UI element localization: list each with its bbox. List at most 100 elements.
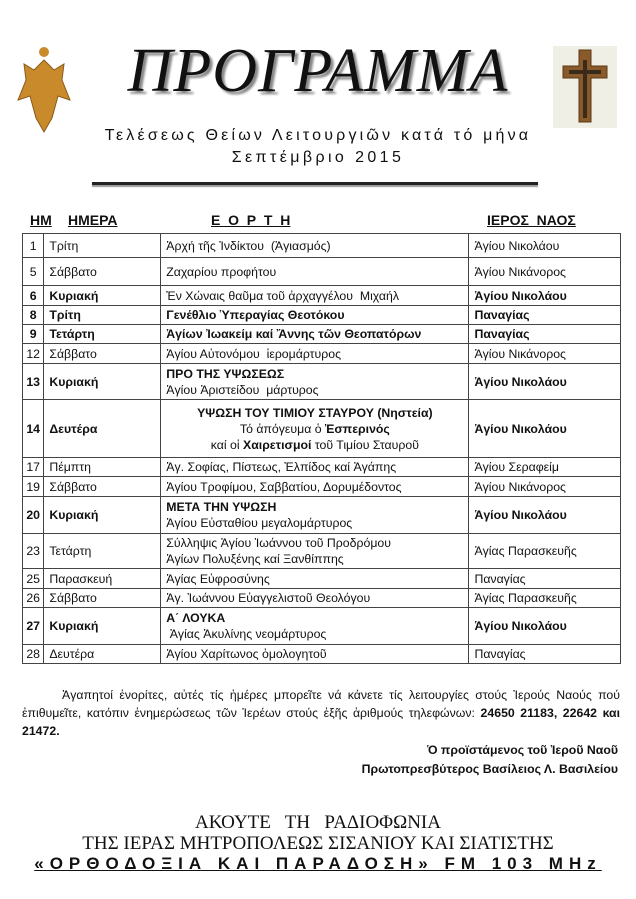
feast-line: Ἁγίου Τροφίμου, Σαββατίου, Δορυμέδοντος bbox=[166, 479, 463, 495]
feast-text: Ἁγίας Ἀκυλίνης νεομάρτυρος bbox=[166, 627, 327, 641]
column-header-day: ΗΜΕΡΑ bbox=[68, 212, 118, 228]
weekday: Σάββατο bbox=[43, 476, 162, 497]
feast-line: Ἐν Χώναις θαῦμα τοῦ ἀρχαγγέλου Μιχαήλ bbox=[166, 288, 463, 304]
feast-line: Ἁγίου Ἀριστείδου μάρτυρος bbox=[166, 382, 463, 398]
feast-text: τοῦ Τιμίου Σταυροῦ bbox=[311, 437, 419, 452]
weekday: Κυριακή bbox=[43, 363, 162, 400]
feast-line: Ἀρχή τῆς Ἰνδίκτου (Ἁγιασμός) bbox=[166, 238, 463, 254]
feast-line: Α΄ ΛΟΥΚΑ bbox=[166, 610, 463, 626]
weekday: Πέμπτη bbox=[43, 457, 162, 477]
table-row: 9 Τετάρτη Ἁγίων Ἰωακείμ καί Ἄννης τῶν Θεοπ… bbox=[21, 324, 621, 344]
feast-line: Ἁγ. Ἰωάννου Εὐαγγελιστοῦ Θεολόγου bbox=[166, 590, 463, 606]
church: Ἁγίας Παρασκευῆς bbox=[468, 533, 621, 569]
phone-numbers: 24650 21183, 22642 και 21472. bbox=[22, 706, 620, 738]
feast-line: Γενέθλιο Ὑπεραγίας Θεοτόκου bbox=[166, 307, 463, 323]
church: Ἁγίου Νικάνορος bbox=[468, 476, 621, 497]
church: Ἁγίου Νικολάου bbox=[468, 496, 621, 534]
notice-text: Ἀγαπητοί ἐνορίτες, αὐτές τίς ἡμέρες μπορ… bbox=[22, 688, 620, 720]
table-row: 8 Τρίτη Γενέθλιο Ὑπεραγίας Θεοτόκου Παναγία… bbox=[21, 305, 621, 325]
feast-text: Σύλληψις Ἁγίου Ἰωάννου τοῦ Προδρόμου bbox=[166, 536, 391, 550]
table-row: 20 Κυριακή ΜΕΤΑ ΤΗΝ ΥΨΩΣΗ Ἁγίου Εὐσταθίου μ… bbox=[21, 496, 621, 534]
church: Παναγίας bbox=[468, 305, 621, 325]
column-header-church: ΙΕΡΟΣ ΝΑΟΣ bbox=[487, 212, 576, 228]
feast-cell: ΠΡΟ ΤΗΣ ΥΨΩΣΕΩΣ Ἁγίου Ἀριστείδου μάρτυρος bbox=[160, 363, 470, 400]
feast-cell: Ζαχαρίου προφήτου bbox=[160, 257, 470, 286]
day-number: 5 bbox=[21, 257, 45, 286]
month: Σεπτέμβριο 2015 bbox=[231, 149, 405, 166]
feast-cell: Ἁγ. Σοφίας, Πίστεως, Ἐλπίδος καί Ἀγάπης bbox=[160, 457, 470, 477]
day-number: 26 bbox=[21, 588, 45, 608]
table-row: 19 Σάββατο Ἁγίου Τροφίμου, Σαββατίου, Δορυ… bbox=[21, 476, 621, 497]
feast-cell: ΜΕΤΑ ΤΗΝ ΥΨΩΣΗ Ἁγίου Εὐσταθίου μεγαλομάρτ… bbox=[160, 496, 470, 534]
weekday: Τετάρτη bbox=[43, 324, 162, 344]
weekday: Παρασκευή bbox=[43, 568, 162, 589]
footer-line-2: ΤΗΣ ΙΕΡΑΣ ΜΗΤΡΟΠΟΛΕΩΣ ΣΙΣΑΝΙΟΥ ΚΑΙ ΣΙΑΤΙ… bbox=[82, 833, 554, 854]
table-row: 27 Κυριακή Α΄ ΛΟΥΚΑ Ἁγίας Ἀκυλίνης νεομάρτ… bbox=[21, 607, 621, 645]
day-number: 9 bbox=[21, 324, 45, 344]
feast-text: Ἁγίων Πολυξένης καί Ξανθίππης bbox=[166, 552, 344, 566]
feast-text: Ἁγίων Ἰωακείμ καί Ἄννης τῶν Θεοπατόρων bbox=[166, 327, 422, 341]
crucifix-icon bbox=[553, 46, 617, 128]
feast-text: Ἐν Χώναις θαῦμα τοῦ ἀρχαγγέλου Μιχαήλ bbox=[166, 288, 400, 303]
weekday: Σάββατο bbox=[43, 343, 162, 364]
feast-text: Ἁγίου Τροφίμου, Σαββατίου, Δορυμέδοντος bbox=[166, 479, 402, 494]
feast-cell: Ἐν Χώναις θαῦμα τοῦ ἀρχαγγέλου Μιχαήλ bbox=[160, 285, 470, 306]
church: Ἁγίου Σεραφείμ bbox=[468, 457, 621, 477]
weekday: Δευτέρα bbox=[43, 644, 162, 664]
feast-line: ΥΨΩΣΗ ΤΟΥ ΤΙΜΙΟΥ ΣΤΑΥΡΟΥ (Νηστεία) bbox=[166, 405, 463, 421]
feast-cell: Α΄ ΛΟΥΚΑ Ἁγίας Ἀκυλίνης νεομάρτυρος bbox=[160, 607, 470, 645]
feast-text: Γενέθλιο Ὑπεραγίας Θεοτόκου bbox=[166, 308, 345, 322]
schedule-table: 1 Τρίτη Ἀρχή τῆς Ἰνδίκτου (Ἁγιασμός) Ἁγίου … bbox=[21, 233, 621, 664]
feast-cell: ΥΨΩΣΗ ΤΟΥ ΤΙΜΙΟΥ ΣΤΑΥΡΟΥ (Νηστεία) Τό ἀπό… bbox=[160, 399, 470, 458]
table-row: 26 Σάββατο Ἁγ. Ἰωάννου Εὐαγγελιστοῦ Θεολόγ… bbox=[21, 588, 621, 608]
page-title: ΠΡΟΓΡΑΜΜΑ bbox=[127, 37, 509, 105]
feast-line: Ζαχαρίου προφήτου bbox=[166, 264, 463, 280]
feast-text: Ἁγίου Χαρίτωνος ὁμολογητοῦ bbox=[166, 647, 327, 661]
day-number: 8 bbox=[21, 305, 45, 325]
table-row: 13 Κυριακή ΠΡΟ ΤΗΣ ΥΨΩΣΕΩΣ Ἁγίου Ἀριστείδου… bbox=[21, 363, 621, 400]
feast-text: Ἁγίου Αὐτονόμου ἱερομάρτυρος bbox=[166, 346, 342, 361]
feast-text: Ἀρχή τῆς Ἰνδίκτου (Ἁγιασμός) bbox=[166, 238, 331, 253]
column-header-feast: Ε Ο Ρ Τ Η bbox=[211, 212, 291, 228]
weekday: Τρίτη bbox=[43, 233, 162, 258]
feast-text: Ἁγίας Εὐφροσύνης bbox=[166, 571, 270, 586]
feast-text: καί οἱ bbox=[210, 437, 244, 452]
day-number: 27 bbox=[21, 607, 45, 645]
church: Ἁγίου Νικολάου bbox=[468, 363, 621, 400]
feast-text: Ἁγίου Ἀριστείδου μάρτυρος bbox=[166, 382, 319, 397]
footer-line-1: ΑΚΟΥΤΕ ΤΗ ΡΑΔΙΟΦΩΝΙΑ bbox=[195, 812, 441, 833]
table-row: 1 Τρίτη Ἀρχή τῆς Ἰνδίκτου (Ἁγιασμός) Ἁγίου … bbox=[21, 233, 621, 258]
weekday: Τρίτη bbox=[43, 305, 162, 325]
weekday: Δευτέρα bbox=[43, 399, 162, 458]
feast-cell: Ἁγίας Εὐφροσύνης bbox=[160, 568, 470, 589]
feast-text: Χαιρετισμοί bbox=[243, 437, 312, 452]
feast-cell: Γενέθλιο Ὑπεραγίας Θεοτόκου bbox=[160, 305, 470, 325]
church: Παναγίας bbox=[468, 644, 621, 664]
feast-text: ΜΕΤΑ ΤΗΝ ΥΨΩΣΗ bbox=[166, 500, 277, 514]
feast-cell: Σύλληψις Ἁγίου Ἰωάννου τοῦ Προδρόμου Ἁγίω… bbox=[160, 533, 470, 569]
table-row: 5 Σάββατο Ζαχαρίου προφήτου Ἁγίου Νικάνορος bbox=[21, 257, 621, 286]
feast-cell: Ἁγίου Αὐτονόμου ἱερομάρτυρος bbox=[160, 343, 470, 364]
day-number: 20 bbox=[21, 496, 45, 534]
table-row: 28 Δευτέρα Ἁγίου Χαρίτωνος ὁμολογητοῦ Παναγ… bbox=[21, 644, 621, 664]
day-number: 12 bbox=[21, 343, 45, 364]
day-number: 19 bbox=[21, 476, 45, 497]
day-number: 13 bbox=[21, 363, 45, 400]
weekday: Σάββατο bbox=[43, 588, 162, 608]
table-row: 14 Δευτέρα ΥΨΩΣΗ ΤΟΥ ΤΙΜΙΟΥ ΣΤΑΥΡΟΥ (Νηστε… bbox=[21, 399, 621, 458]
feast-line: Ἁγίου Εὐσταθίου μεγαλομάρτυρος bbox=[166, 515, 463, 531]
feast-line: Ἁγ. Σοφίας, Πίστεως, Ἐλπίδος καί Ἀγάπης bbox=[166, 459, 463, 475]
feast-cell: Ἁγίων Ἰωακείμ καί Ἄννης τῶν Θεοπατόρων bbox=[160, 324, 470, 344]
table-row: 23 Τετάρτη Σύλληψις Ἁγίου Ἰωάννου τοῦ Προδ… bbox=[21, 533, 621, 569]
feast-line: καί οἱ Χαιρετισμοί τοῦ Τιμίου Σταυροῦ bbox=[166, 437, 463, 453]
feast-line: Τό ἀπόγευμα ὁ Ἑσπερινός bbox=[166, 421, 463, 437]
day-number: 17 bbox=[21, 457, 45, 477]
signature-name: Πρωτοπρεσβύτερος Βασίλειος Λ. Βασιλείου bbox=[361, 762, 618, 776]
weekday: Κυριακή bbox=[43, 285, 162, 306]
church: Ἁγίου Νικολάου bbox=[468, 399, 621, 458]
feast-line: ΜΕΤΑ ΤΗΝ ΥΨΩΣΗ bbox=[166, 499, 463, 515]
day-number: 14 bbox=[21, 399, 45, 458]
signature-title: Ὁ προϊστάμενος τοῦ Ἱεροῦ Ναοῦ bbox=[427, 743, 618, 757]
feast-cell: Ἀρχή τῆς Ἰνδίκτου (Ἁγιασμός) bbox=[160, 233, 470, 258]
